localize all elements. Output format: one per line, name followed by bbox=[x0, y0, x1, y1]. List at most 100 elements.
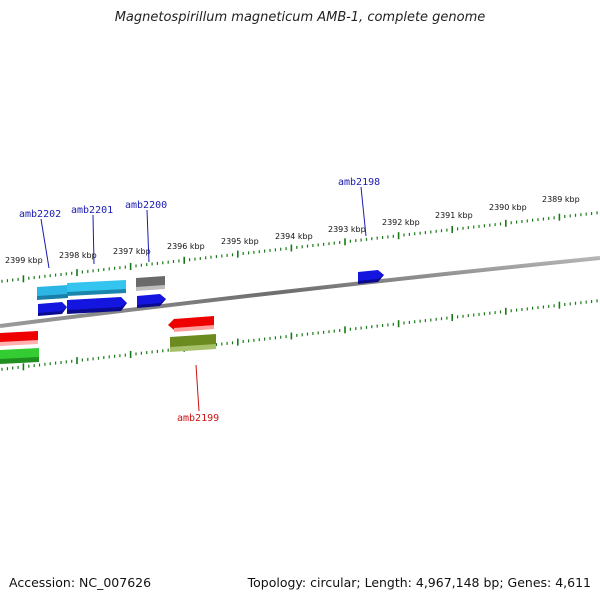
upper-ruler-tick bbox=[516, 220, 518, 224]
upper-ruler-tick bbox=[189, 258, 191, 262]
leader-amb2200 bbox=[146, 209, 150, 263]
upper-ruler-tick bbox=[242, 252, 244, 255]
lower-ruler-tick bbox=[17, 365, 19, 369]
upper-ruler-tick bbox=[167, 260, 169, 264]
upper-ruler-tick bbox=[60, 273, 62, 276]
accession-text: Accession: NC_007626 bbox=[9, 575, 152, 590]
kbp-label: 2398 kbp bbox=[59, 251, 97, 260]
upper-ruler-tick bbox=[344, 238, 346, 246]
gene-green-left[interactable] bbox=[0, 348, 39, 364]
gene-label-amb2202[interactable]: amb2202 bbox=[19, 209, 61, 220]
upper-ruler-tick bbox=[119, 266, 121, 270]
upper-ruler-tick bbox=[221, 254, 223, 258]
gene-amb2200-blue[interactable] bbox=[137, 294, 166, 308]
leader-amb2202 bbox=[40, 218, 50, 269]
lower-ruler-tick bbox=[457, 315, 459, 319]
gene-label-amb2198[interactable]: amb2198 bbox=[338, 177, 380, 188]
upper-ruler-tick bbox=[22, 275, 25, 283]
lower-ruler-tick bbox=[489, 311, 491, 315]
lower-ruler-tick bbox=[49, 362, 51, 366]
leader-amb2201 bbox=[92, 214, 95, 265]
upper-ruler-tick bbox=[408, 232, 410, 236]
lower-ruler-tick bbox=[569, 302, 571, 306]
upper-ruler-tick bbox=[537, 218, 539, 222]
lower-ruler-tick bbox=[274, 336, 276, 340]
upper-ruler-tick bbox=[419, 231, 421, 235]
gene-red-left[interactable] bbox=[0, 331, 38, 346]
upper-ruler-tick bbox=[392, 234, 394, 238]
upper-ruler-tick bbox=[146, 263, 148, 267]
upper-ruler-tick bbox=[333, 241, 335, 245]
gene-amb2201-blue[interactable] bbox=[67, 297, 127, 314]
upper-ruler-tick bbox=[290, 244, 293, 252]
upper-ruler-tick bbox=[489, 223, 491, 227]
upper-ruler-tick bbox=[44, 274, 46, 278]
upper-ruler-tick bbox=[473, 225, 475, 229]
upper-ruler-tick bbox=[328, 242, 330, 246]
lower-ruler-tick bbox=[360, 326, 362, 330]
upper-ruler-tick bbox=[258, 250, 260, 254]
kbp-label: 2390 kbp bbox=[489, 203, 527, 212]
kbp-label: 2396 kbp bbox=[167, 242, 205, 251]
upper-ruler-tick bbox=[505, 219, 507, 227]
lower-ruler-tick bbox=[87, 357, 89, 361]
upper-ruler-tick bbox=[323, 242, 325, 246]
upper-ruler-tick bbox=[371, 237, 373, 241]
upper-ruler-tick bbox=[103, 268, 105, 272]
lower-ruler-tick bbox=[451, 314, 453, 321]
gene-amb2201-cyan[interactable] bbox=[67, 280, 126, 296]
upper-ruler-tick bbox=[580, 213, 582, 217]
gene-amb2200-gray[interactable] bbox=[136, 276, 165, 291]
upper-ruler-tick bbox=[446, 228, 448, 232]
lower-ruler-tick bbox=[55, 361, 57, 365]
upper-ruler-tick bbox=[55, 273, 57, 277]
lower-ruler-tick bbox=[124, 353, 126, 357]
lower-ruler-tick bbox=[478, 312, 480, 316]
lower-ruler-tick bbox=[473, 313, 475, 317]
upper-ruler-tick bbox=[494, 223, 496, 227]
upper-ruler-tick bbox=[194, 257, 196, 261]
lower-ruler-tick bbox=[532, 306, 534, 310]
gene-amb2202-blue[interactable] bbox=[38, 302, 67, 316]
lower-ruler-tick bbox=[333, 329, 335, 333]
lower-ruler-tick bbox=[505, 307, 507, 315]
upper-ruler-tick bbox=[76, 269, 78, 277]
gene-label-amb2200[interactable]: amb2200 bbox=[125, 200, 167, 211]
lower-ruler-tick bbox=[591, 300, 593, 303]
lower-ruler-tick bbox=[553, 304, 555, 308]
kbp-label: 2395 kbp bbox=[221, 237, 259, 246]
upper-ruler-tick bbox=[424, 231, 426, 235]
gene-amb2199-olive[interactable] bbox=[170, 334, 216, 352]
lower-ruler-tick bbox=[328, 330, 330, 334]
lower-ruler-tick bbox=[114, 354, 116, 358]
lower-ruler-tick bbox=[129, 351, 132, 358]
upper-ruler-tick bbox=[183, 256, 185, 264]
kbp-label: 2391 kbp bbox=[435, 211, 473, 220]
kbp-label: 2393 kbp bbox=[328, 225, 366, 234]
gene-amb2199-red[interactable] bbox=[168, 316, 214, 332]
upper-ruler-tick bbox=[296, 245, 298, 249]
gene-label-amb2199[interactable]: amb2199 bbox=[177, 413, 219, 424]
upper-ruler-tick bbox=[114, 266, 116, 270]
gene-amb2198-blue[interactable] bbox=[358, 270, 384, 284]
upper-ruler-tick bbox=[376, 236, 378, 240]
upper-ruler-tick bbox=[285, 247, 287, 251]
upper-ruler-tick bbox=[558, 213, 561, 221]
gene-amb2202-cyan[interactable] bbox=[37, 285, 68, 300]
upper-ruler-tick bbox=[6, 279, 8, 283]
upper-ruler-tick bbox=[65, 272, 67, 276]
lower-ruler-tick bbox=[499, 310, 502, 314]
lower-ruler-tick bbox=[119, 354, 121, 358]
upper-ruler bbox=[1, 211, 598, 283]
gene-label-amb2201[interactable]: amb2201 bbox=[71, 205, 113, 216]
lower-ruler-tick bbox=[221, 342, 223, 346]
lower-ruler-tick bbox=[349, 327, 351, 331]
upper-ruler-tick bbox=[199, 257, 201, 260]
lower-ruler-tick bbox=[6, 367, 8, 371]
lower-ruler-tick bbox=[596, 299, 598, 303]
upper-ruler-tick bbox=[532, 218, 534, 222]
upper-ruler-tick bbox=[92, 269, 94, 273]
lower-ruler-tick bbox=[264, 337, 266, 341]
upper-ruler-tick bbox=[97, 268, 100, 272]
upper-ruler-tick bbox=[451, 226, 453, 233]
